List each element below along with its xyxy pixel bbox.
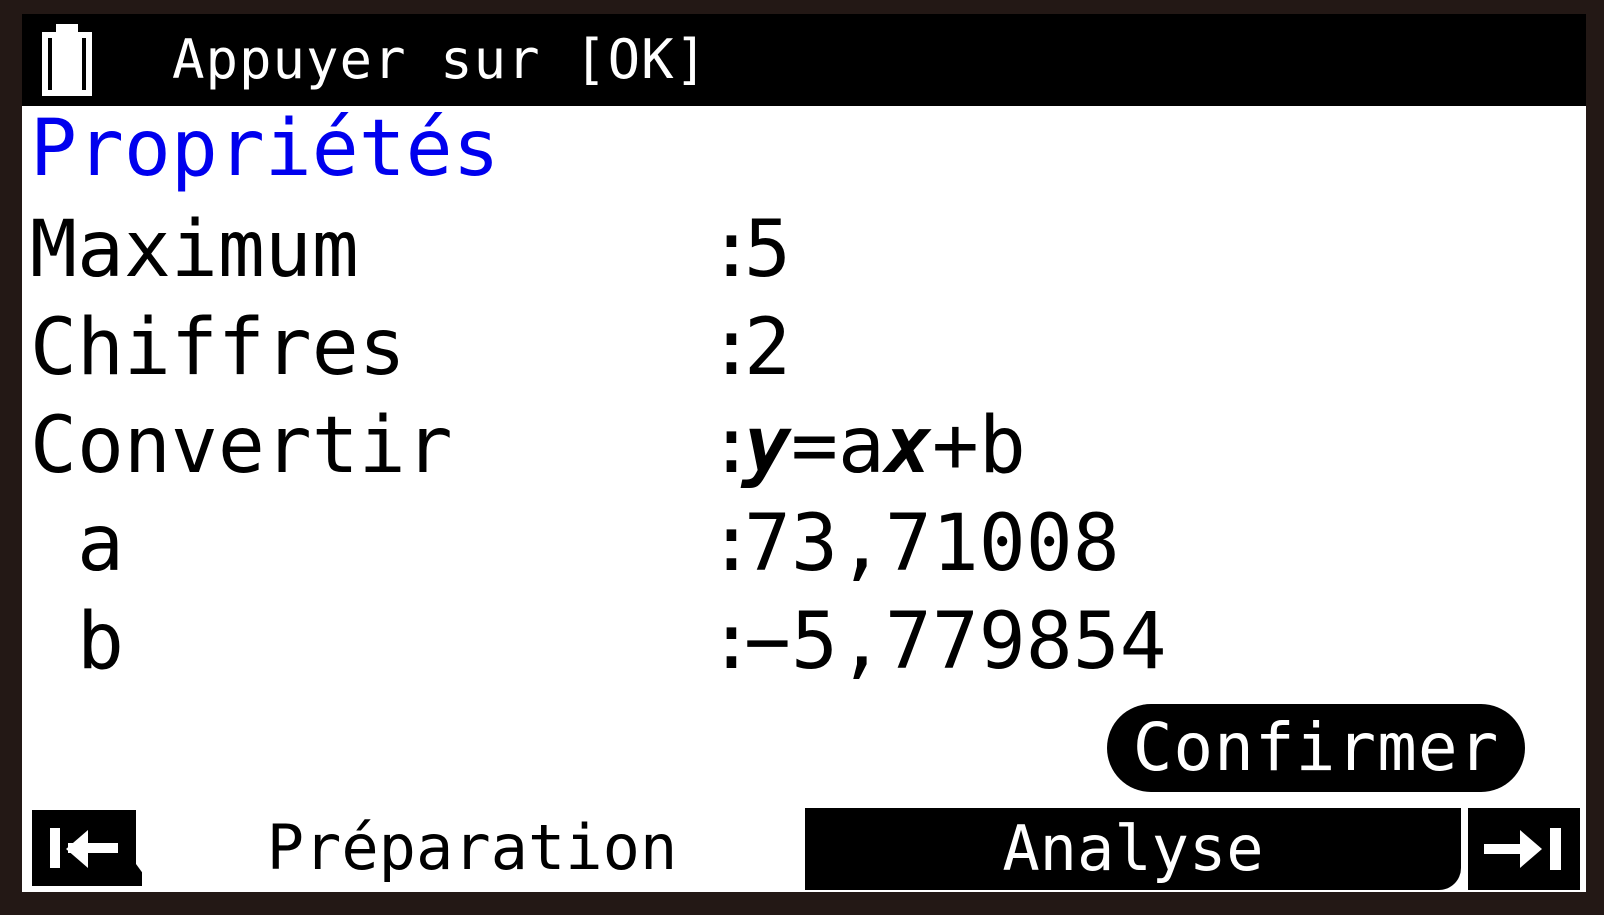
property-colon: :	[708, 205, 755, 295]
calculator-screen: Appuyer sur [OK] Propriétés Maximum : 5 …	[22, 14, 1586, 892]
property-colon: :	[708, 597, 755, 687]
confirm-button[interactable]: Confirmer	[1107, 704, 1525, 792]
property-value-formula[interactable]: y=ax+b	[744, 398, 1026, 494]
jump-to-first-icon[interactable]	[32, 810, 152, 886]
property-value[interactable]: 73,71008	[744, 499, 1120, 589]
property-label: Chiffres	[30, 303, 406, 393]
formula-var-x: x	[884, 401, 932, 491]
property-colon: :	[708, 401, 755, 491]
last-icon-bar	[1550, 828, 1561, 870]
property-label: a	[30, 499, 124, 589]
page-title: Propriétés	[30, 106, 500, 194]
property-value[interactable]: 5	[744, 205, 791, 295]
property-row-maximum[interactable]: Maximum : 5	[22, 202, 1586, 298]
status-bar-title: Appuyer sur [OK]	[172, 28, 709, 91]
first-icon-shaft	[68, 843, 118, 853]
property-colon: :	[708, 499, 755, 589]
status-bar: Appuyer sur [OK]	[22, 14, 1586, 106]
property-label: Maximum	[30, 205, 359, 295]
vertical-scrollbar-track[interactable]	[1571, 106, 1581, 800]
property-value[interactable]: 2	[744, 303, 791, 393]
property-label: b	[30, 597, 124, 687]
formula-eq-a: =a	[790, 401, 885, 491]
property-value[interactable]: −5,779854	[744, 597, 1167, 687]
first-icon-bar	[50, 828, 60, 868]
property-row-a[interactable]: a : 73,71008	[22, 496, 1586, 592]
battery-full-icon	[34, 22, 100, 98]
property-row-chiffres[interactable]: Chiffres : 2	[22, 300, 1586, 396]
property-label: Convertir	[30, 401, 453, 491]
tab-preparation[interactable]: Préparation	[142, 808, 802, 888]
property-colon: :	[708, 303, 755, 393]
formula-plus-b: +b	[931, 401, 1026, 491]
bottom-tab-bar: Préparation Analyse	[22, 800, 1586, 892]
property-row-b[interactable]: b : −5,779854	[22, 594, 1586, 690]
last-icon-arrowhead	[1520, 830, 1542, 868]
last-icon-shaft	[1484, 844, 1530, 854]
property-row-convertir[interactable]: Convertir : y=ax+b	[22, 398, 1586, 494]
properties-panel: Propriétés Maximum : 5 Chiffres : 2 Conv…	[22, 106, 1586, 800]
battery-fill	[52, 38, 82, 90]
jump-to-last-icon[interactable]	[1468, 808, 1580, 890]
formula-var-y: y	[744, 401, 791, 491]
battery-fill-nub	[60, 30, 74, 40]
tab-analyse[interactable]: Analyse	[805, 808, 1461, 890]
